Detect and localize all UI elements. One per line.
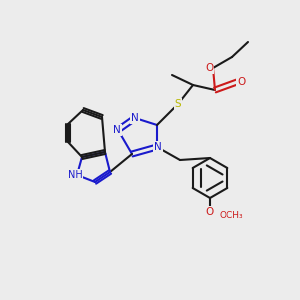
Text: N: N (131, 113, 139, 123)
Text: NH: NH (68, 170, 82, 180)
Text: O: O (237, 77, 245, 87)
Text: O: O (205, 63, 213, 73)
Text: OCH₃: OCH₃ (220, 212, 244, 220)
Text: O: O (206, 207, 214, 217)
Text: N: N (154, 142, 162, 152)
Text: S: S (175, 99, 181, 109)
Text: N: N (113, 125, 121, 135)
